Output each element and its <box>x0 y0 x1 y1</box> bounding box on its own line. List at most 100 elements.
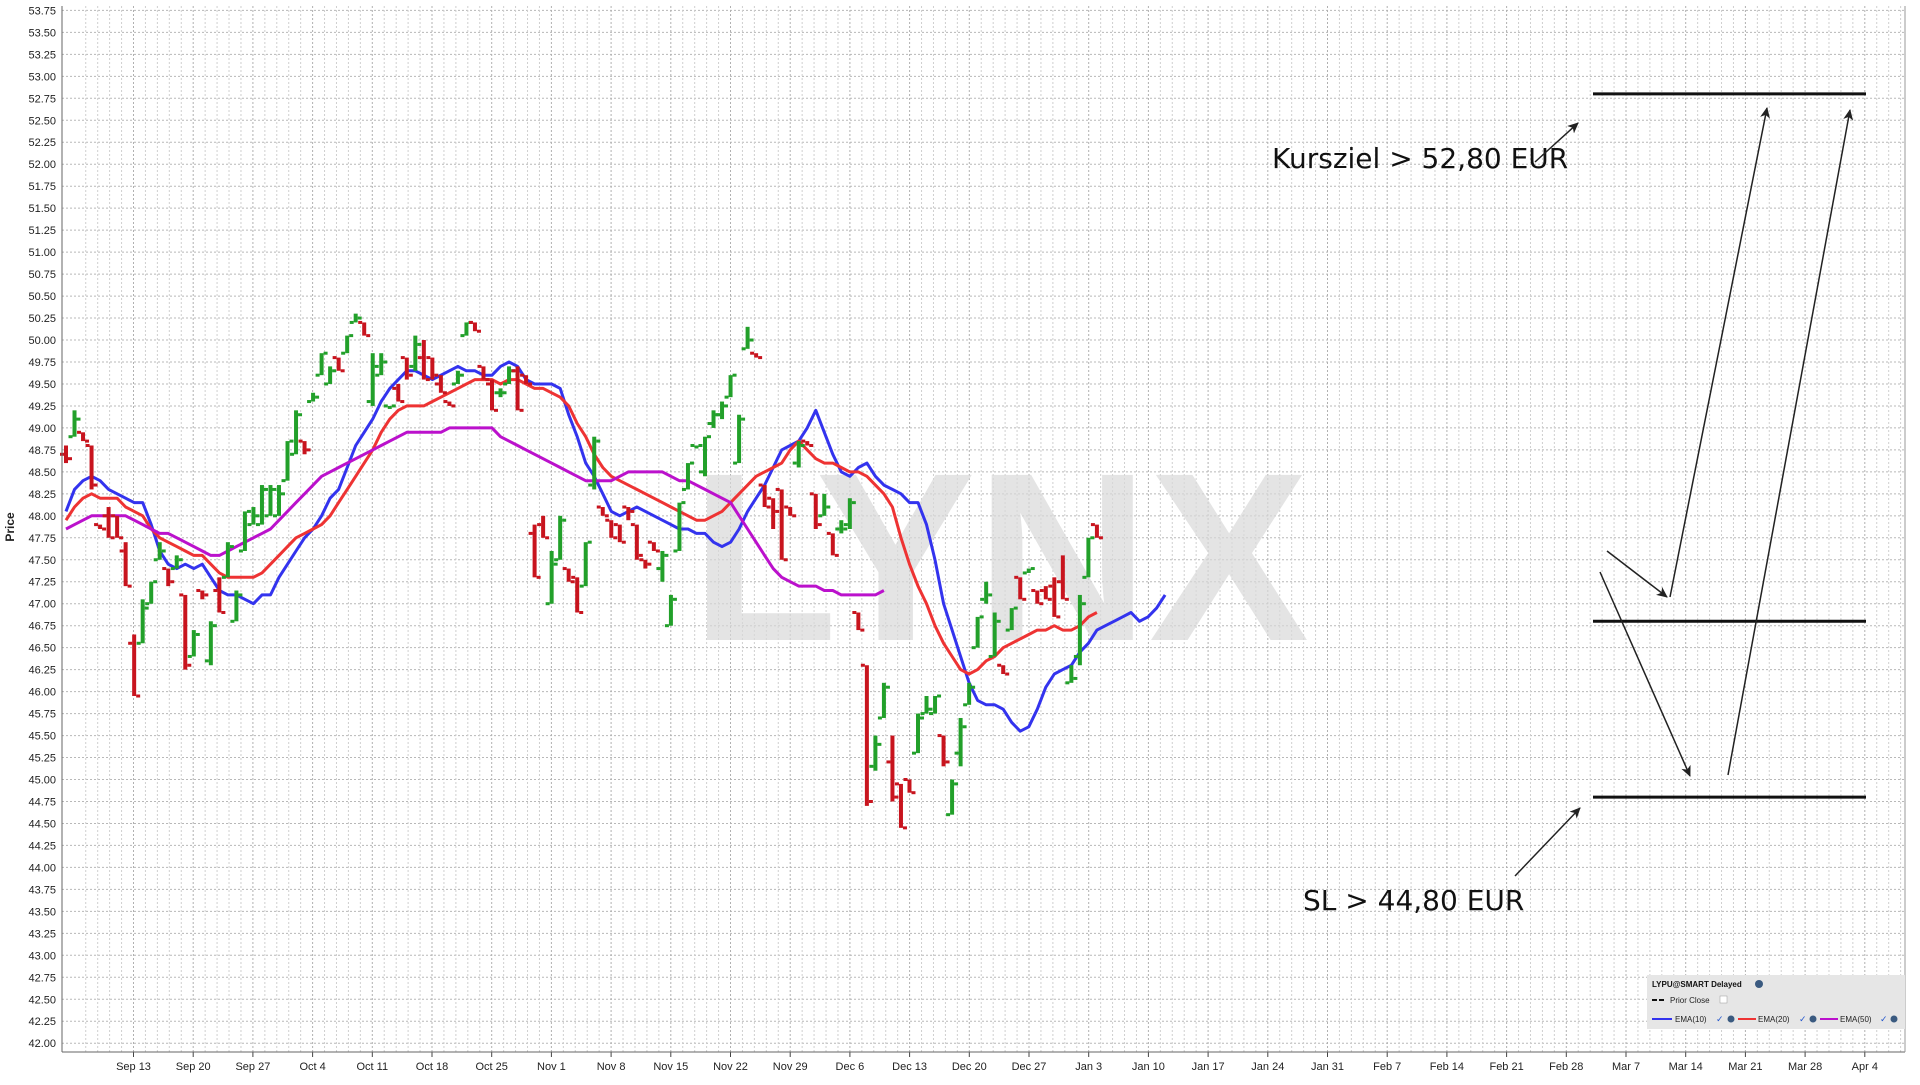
ohlc-bar <box>613 523 626 544</box>
ohlc-range <box>277 485 281 516</box>
ohlc-close-tick <box>255 514 260 518</box>
ohlc-bar <box>1039 586 1052 601</box>
ohlc-close-tick <box>894 795 899 799</box>
ohlc-bar <box>1065 665 1078 685</box>
ohlc-open-tick <box>1014 575 1019 579</box>
ohlc-open-tick <box>622 505 627 509</box>
ohlc-bar <box>119 542 132 588</box>
ema10-check-icon[interactable]: ✓ <box>1716 1014 1724 1024</box>
ohlc-bar <box>741 326 754 351</box>
y-tick-label: 43.50 <box>28 906 56 918</box>
y-tick-label: 47.25 <box>28 577 56 589</box>
ema50-check-icon[interactable]: ✓ <box>1880 1014 1888 1024</box>
ohlc-open-tick <box>852 611 857 615</box>
ohlc-close-tick <box>877 742 882 746</box>
ohlc-range <box>592 436 597 490</box>
ohlc-bar <box>886 735 899 802</box>
ohlc-bar <box>894 782 907 830</box>
ohlc-range <box>677 502 682 551</box>
ohlc-open-tick <box>290 452 295 456</box>
ohlc-open-tick <box>946 813 951 817</box>
ohlc-close-tick <box>366 334 371 338</box>
ohlc-range <box>64 445 68 464</box>
ema20-check-icon[interactable]: ✓ <box>1799 1014 1807 1024</box>
ohlc-range <box>481 366 486 380</box>
x-tick-label: Mar 7 <box>1612 1061 1640 1073</box>
up-to-target-arrow-1 <box>1669 107 1770 598</box>
ohlc-range <box>524 375 529 384</box>
ohlc-bars <box>60 313 1103 830</box>
ohlc-range <box>1009 608 1014 631</box>
ohlc-bar <box>85 443 98 490</box>
ohlc-close-tick <box>749 338 754 342</box>
ohlc-open-tick <box>997 663 1002 667</box>
ohlc-bar <box>298 439 311 455</box>
ohlc-open-tick <box>707 422 712 426</box>
ohlc-close-tick <box>885 685 890 689</box>
ohlc-close-tick <box>408 373 413 377</box>
ohlc-bar <box>145 580 158 606</box>
ohlc-open-tick <box>486 382 490 386</box>
ohlc-range <box>507 366 512 384</box>
ohlc-bar <box>903 778 916 795</box>
ohlc-open-tick <box>460 334 465 338</box>
ohlc-bar <box>699 435 711 477</box>
ohlc-bar <box>68 410 81 439</box>
ohlc-range <box>1026 568 1031 573</box>
ohlc-open-tick <box>579 584 584 588</box>
ohlc-range <box>472 322 477 332</box>
ohlc-bar <box>971 615 984 650</box>
ohlc-bar <box>255 485 268 527</box>
ema20-globe-icon <box>1809 1015 1817 1023</box>
ohlc-range <box>353 313 358 323</box>
ohlc-range <box>191 630 196 657</box>
ohlc-open-tick <box>963 703 968 707</box>
ohlc-bar <box>818 493 831 518</box>
ohlc-bar <box>758 483 771 509</box>
ohlc-close-tick <box>229 545 234 549</box>
ohlc-open-tick <box>102 514 107 518</box>
ohlc-open-tick <box>136 641 141 645</box>
x-tick-label: Feb 21 <box>1489 1061 1523 1073</box>
y-tick-label: 50.00 <box>28 335 56 347</box>
y-tick-label: 47.00 <box>28 599 56 611</box>
ohlc-open-tick <box>187 654 192 658</box>
y-tick-label: 46.00 <box>28 687 56 699</box>
ohlc-bar <box>511 366 524 412</box>
y-tick-label: 53.00 <box>28 71 56 83</box>
ohlc-close-tick <box>102 527 107 531</box>
ohlc-open-tick <box>383 404 388 408</box>
ohlc-bar <box>1056 555 1069 601</box>
ohlc-open-tick <box>94 523 99 527</box>
ohlc-close-tick <box>110 536 115 540</box>
x-tick-label: Jan 31 <box>1311 1061 1344 1073</box>
ohlc-open-tick <box>281 479 286 483</box>
x-tick-label: Oct 4 <box>299 1061 325 1073</box>
ohlc-close-tick <box>928 707 933 711</box>
ohlc-open-tick <box>886 760 891 764</box>
ohlc-range <box>583 542 588 587</box>
ohlc-range <box>617 524 622 543</box>
ohlc-bar <box>409 335 422 371</box>
ohlc-range <box>115 515 120 538</box>
x-tick-label: Jan 24 <box>1251 1061 1284 1073</box>
ohlc-range <box>379 353 384 376</box>
ohlc-open-tick <box>596 505 601 509</box>
ohlc-bar <box>946 779 959 817</box>
ohlc-close-tick <box>1047 597 1052 601</box>
ohlc-bar <box>77 430 90 443</box>
ohlc-bar <box>537 515 550 540</box>
ohlc-range <box>174 555 179 569</box>
ohlc-open-tick <box>758 483 763 487</box>
ohlc-open-tick <box>111 514 116 518</box>
ohlc-bar <box>213 577 226 615</box>
ohlc-close-tick <box>289 439 294 443</box>
prior-close-checkbox[interactable] <box>1719 995 1728 1004</box>
y-tick-label: 43.75 <box>28 884 56 896</box>
ohlc-close-tick <box>962 725 967 729</box>
x-tick-label: Dec 13 <box>892 1061 927 1073</box>
ohlc-open-tick <box>912 751 916 755</box>
ohlc-open-tick <box>835 527 840 531</box>
ohlc-close-tick <box>1073 676 1078 680</box>
